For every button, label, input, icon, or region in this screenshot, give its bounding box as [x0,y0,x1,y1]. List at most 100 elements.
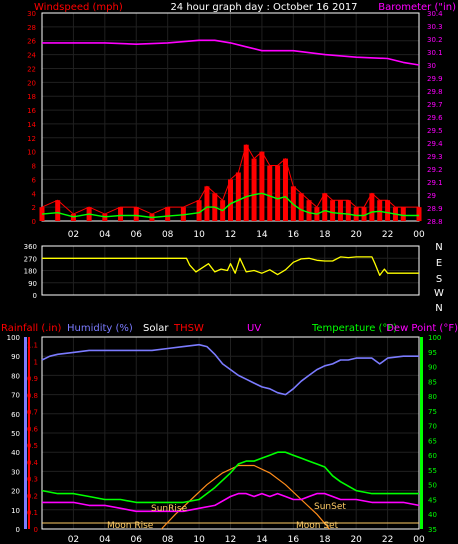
compass-label: E [436,258,442,269]
x-tick-label: 06 [131,535,143,544]
x-tick-label: 08 [162,535,174,544]
moonset-annotation: Moon Set [296,521,339,531]
x-tick-label: 22 [382,230,393,240]
gust-bar [337,200,343,221]
temperature-tick-label: 35 [428,526,437,534]
x-tick-label: 20 [350,535,362,544]
legend-rainfall: Rainfall (.in) [1,323,62,334]
legend-thsw: THSW [173,323,204,334]
panel2-frame [41,245,420,296]
humidity-tick-label: 100 [7,334,20,342]
windspeed-tick-label: 4 [32,190,37,198]
x-tick-label: 18 [319,535,331,544]
temperature-tick-label: 75 [428,408,437,416]
humidity-tick-label: 50 [11,430,20,438]
x-tick-label: 04 [99,535,111,544]
windspeed-tick-label: 8 [32,163,36,171]
temperature-tick-label: 45 [428,496,437,504]
x-tick-label: 10 [193,535,205,544]
gust-bar [385,200,391,221]
gust-bar [306,200,312,221]
temperature-tick-label: 65 [428,437,437,445]
gust-bar [275,165,281,221]
direction-degree-label: 360 [24,243,37,251]
legend-uv: UV [247,323,261,334]
moonrise-annotation: Moon Rise [107,521,154,531]
barometer-tick-label: 29.3 [427,153,443,161]
barometer-line [42,39,420,66]
gust-bar [361,207,367,221]
gust-bar [400,207,406,221]
windspeed-tick-label: 28 [27,24,36,32]
direction-degree-label: 180 [24,268,37,276]
rainfall-tick-label: 0.7 [27,409,38,417]
temperature-tick-label: 70 [428,423,437,431]
direction-degree-label: 90 [28,280,37,288]
windspeed-tick-label: 10 [27,149,36,157]
rainfall-tick-label: 0.2 [27,492,38,500]
x-tick-label: 00 [413,230,425,240]
rainfall-tick-label: 0.1 [27,509,38,517]
windspeed-tick-label: 18 [27,93,36,101]
barometer-tick-label: 29.1 [427,179,443,187]
windspeed-tick-label: 6 [32,176,37,184]
rainfall-tick-label: 0.6 [27,425,39,433]
x-tick-label: 12 [225,230,236,240]
gust-bar [353,207,359,221]
barometer-tick-label: 30 [427,62,436,70]
temperature-line [41,451,419,504]
x-tick-label: 18 [319,230,331,240]
legend-humidity: Humidity (%) [67,323,133,334]
gust-bar [228,179,233,221]
x-tick-label: 22 [382,535,393,544]
humidity-tick-label: 30 [11,468,20,476]
x-tick-label: 04 [99,230,111,240]
gust-bar [345,200,351,221]
dewpoint-line [42,492,420,513]
x-tick-label: 10 [193,230,205,240]
compass-label: N [435,242,442,253]
gust-bar [330,200,336,221]
temperature-tick-label: 95 [428,349,437,357]
humidity-axis-bar [24,337,27,529]
rainfall-tick-label: 0.3 [27,476,38,484]
humidity-tick-label: 10 [11,507,20,515]
x-tick-label: 14 [256,230,268,240]
windspeed-tick-label: 24 [27,52,36,60]
barometer-tick-label: 29.7 [427,101,443,109]
barometer-tick-label: 30.1 [427,49,443,57]
humidity-tick-label: 40 [11,449,20,457]
temperature-tick-label: 55 [428,467,437,475]
gust-bar [70,214,76,221]
temperature-tick-label: 100 [428,334,441,342]
barometer-tick-label: 29.9 [427,75,443,83]
gust-bar [102,214,108,221]
sunset-annotation: SunSet [314,502,346,512]
gust-bar [298,193,304,221]
rainfall-tick-label: 0.9 [27,375,38,383]
rainfall-tick-label: 1.1 [27,342,38,350]
gust-bar [243,144,249,221]
barometer-tick-label: 30.3 [427,23,443,31]
barometer-tick-label: 29 [427,192,436,200]
humidity-tick-label: 20 [11,488,20,496]
barometer-axis-label: Barometer ("in) [378,2,456,13]
wind-average-line [41,192,419,219]
windspeed-tick-label: 16 [27,107,36,115]
gust-bar [118,207,124,221]
gust-bar [235,172,241,221]
barometer-tick-label: 28.9 [427,205,443,213]
gust-bar [55,200,61,221]
legend-solar: Solar [143,323,169,334]
x-tick-label: 16 [288,230,300,240]
humidity-tick-label: 60 [11,411,20,419]
barometer-tick-label: 29.8 [427,88,443,96]
rainfall-tick-label: 0 [34,526,38,534]
x-tick-label: 00 [413,535,425,544]
windspeed-tick-label: 0 [32,218,36,226]
gust-bar [196,200,202,221]
humidity-line [41,343,419,396]
gust-bar [251,158,257,221]
